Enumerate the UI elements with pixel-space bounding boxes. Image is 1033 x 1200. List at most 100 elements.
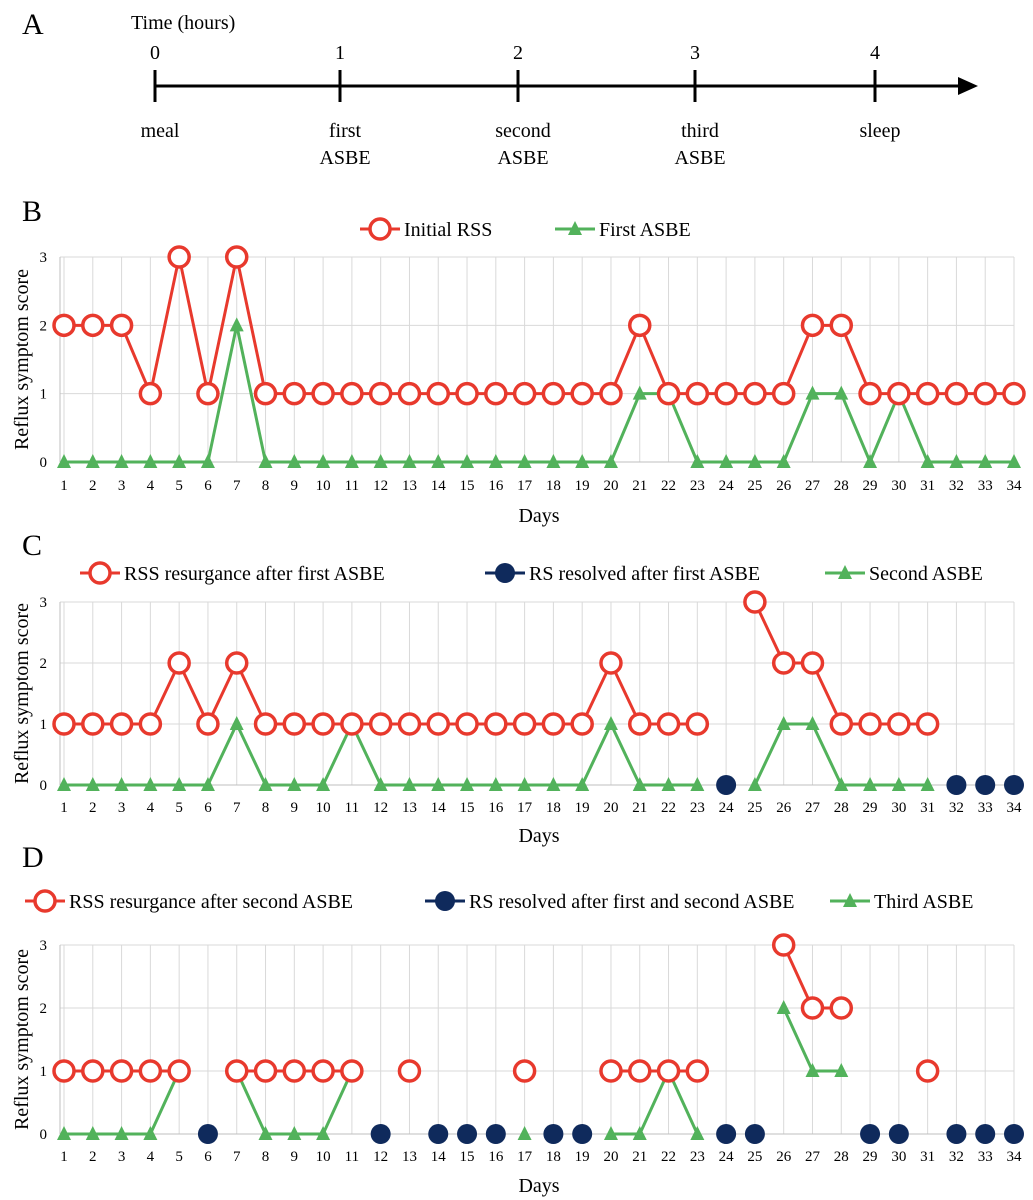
x-tick-label: 33 (978, 800, 993, 816)
y-tick-label: 1 (40, 387, 48, 403)
data-point-open-circle (685, 1059, 710, 1083)
x-tick-label: 26 (776, 800, 792, 816)
timeline-tick-label: 3 (690, 42, 700, 64)
x-tick-label: 34 (1007, 478, 1023, 494)
x-tick-label: 27 (805, 800, 821, 816)
legend-label: First ASBE (599, 219, 691, 241)
legend-label: Initial RSS (404, 219, 492, 241)
data-point-open-circle (138, 712, 163, 736)
x-tick-label: 10 (316, 1149, 331, 1165)
data-point-triangle (200, 777, 215, 791)
x-tick-label: 8 (262, 800, 270, 816)
x-tick-label: 12 (373, 800, 388, 816)
data-point-open-circle (512, 1059, 537, 1083)
data-point-open-circle (340, 381, 364, 406)
data-point-triangle (57, 777, 71, 791)
data-point-open-circle (81, 313, 105, 338)
data-point-open-circle (484, 712, 508, 736)
data-point-triangle (719, 454, 734, 468)
data-point-triangle (287, 454, 302, 468)
data-point-triangle (402, 777, 417, 791)
data-point-open-circle (887, 381, 911, 406)
data-point-open-circle (52, 712, 76, 736)
x-tick-label: 27 (805, 1149, 821, 1165)
data-point-filled-circle (543, 1124, 564, 1144)
timeline-ticks: 0 meal 1 first ASBE 2 second ASBE 3 third ASBE 4 sle… (141, 42, 901, 169)
x-tick-label: 3 (118, 1149, 126, 1165)
data-point-triangle (603, 716, 618, 730)
data-point-triangle (258, 777, 273, 791)
x-tick-label: 15 (460, 1149, 475, 1165)
data-point-triangle (172, 454, 187, 468)
data-point-triangle (834, 385, 849, 400)
data-point-filled-circle (485, 1124, 506, 1144)
x-tick-label: 16 (488, 1149, 504, 1165)
x-tick-label: 9 (291, 1149, 299, 1165)
data-point-triangle (316, 454, 331, 468)
x-axis-title: Days (518, 1175, 559, 1197)
data-point-triangle (776, 716, 791, 730)
data-point-open-circle (311, 381, 335, 406)
timeline-tick-label: 0 (150, 42, 160, 64)
data-point-triangle (114, 454, 129, 468)
data-point-triangle (632, 385, 647, 400)
data-point-open-circle (52, 1059, 76, 1083)
data-point-filled-circle (716, 1124, 737, 1144)
data-point-triangle (57, 1126, 71, 1140)
data-point-open-circle (599, 381, 623, 406)
data-point-open-circle (253, 1059, 278, 1083)
data-point-triangle (838, 565, 852, 579)
x-tick-label: 29 (863, 1149, 878, 1165)
data-point-open-circle (455, 712, 479, 736)
data-point-filled-circle (197, 1124, 218, 1144)
data-point-open-circle (656, 712, 681, 736)
x-tick-label: 28 (834, 800, 849, 816)
x-tick-label: 3 (118, 478, 126, 494)
x-tick-label: 22 (661, 1149, 676, 1165)
data-point-open-circle (1002, 381, 1026, 406)
data-point-triangle (517, 1126, 532, 1140)
x-tick-label: 7 (233, 478, 241, 494)
data-point-open-circle (397, 381, 422, 406)
data-point-filled-circle (860, 1124, 881, 1144)
timeline-event-label: ASBE (319, 147, 370, 169)
data-point-open-circle (224, 245, 249, 269)
data-point-triangle (834, 1063, 849, 1077)
data-point-triangle (229, 317, 244, 332)
x-tick-label: 25 (747, 800, 762, 816)
data-point-triangle (776, 454, 791, 468)
x-tick-label: 2 (89, 800, 97, 816)
data-point-open-circle (109, 1059, 134, 1083)
data-point-triangle (690, 454, 705, 468)
x-tick-label: 5 (175, 1149, 183, 1165)
data-point-triangle (229, 716, 244, 730)
x-tick-label: 32 (949, 800, 964, 816)
x-tick-label: 5 (175, 478, 183, 494)
x-tick-label: 24 (719, 1149, 735, 1165)
x-tick-label: 17 (517, 478, 533, 494)
data-point-open-circle (455, 381, 479, 406)
x-tick-label: 17 (517, 1149, 533, 1165)
data-point-open-circle (167, 651, 191, 675)
data-point-filled-circle (370, 1124, 391, 1144)
x-tick-label: 7 (233, 800, 241, 816)
data-point-triangle (920, 454, 935, 468)
x-tick-label: 13 (402, 800, 417, 816)
x-tick-label: 22 (661, 478, 676, 494)
x-tick-label: 9 (291, 478, 299, 494)
data-point-open-circle (311, 1059, 335, 1083)
data-point-triangle (114, 1126, 129, 1140)
data-point-open-circle (368, 381, 393, 406)
x-tick-label: 2 (89, 1149, 97, 1165)
data-point-triangle (143, 454, 158, 468)
x-axis-title: Days (518, 505, 559, 527)
data-point-triangle (863, 777, 878, 791)
x-tick-label: 6 (204, 1149, 212, 1165)
x-tick-label: 32 (949, 1149, 964, 1165)
data-point-open-circle (196, 381, 220, 406)
data-point-open-circle (541, 712, 566, 736)
data-point-open-circle (109, 712, 134, 736)
series-line (64, 323, 1014, 464)
